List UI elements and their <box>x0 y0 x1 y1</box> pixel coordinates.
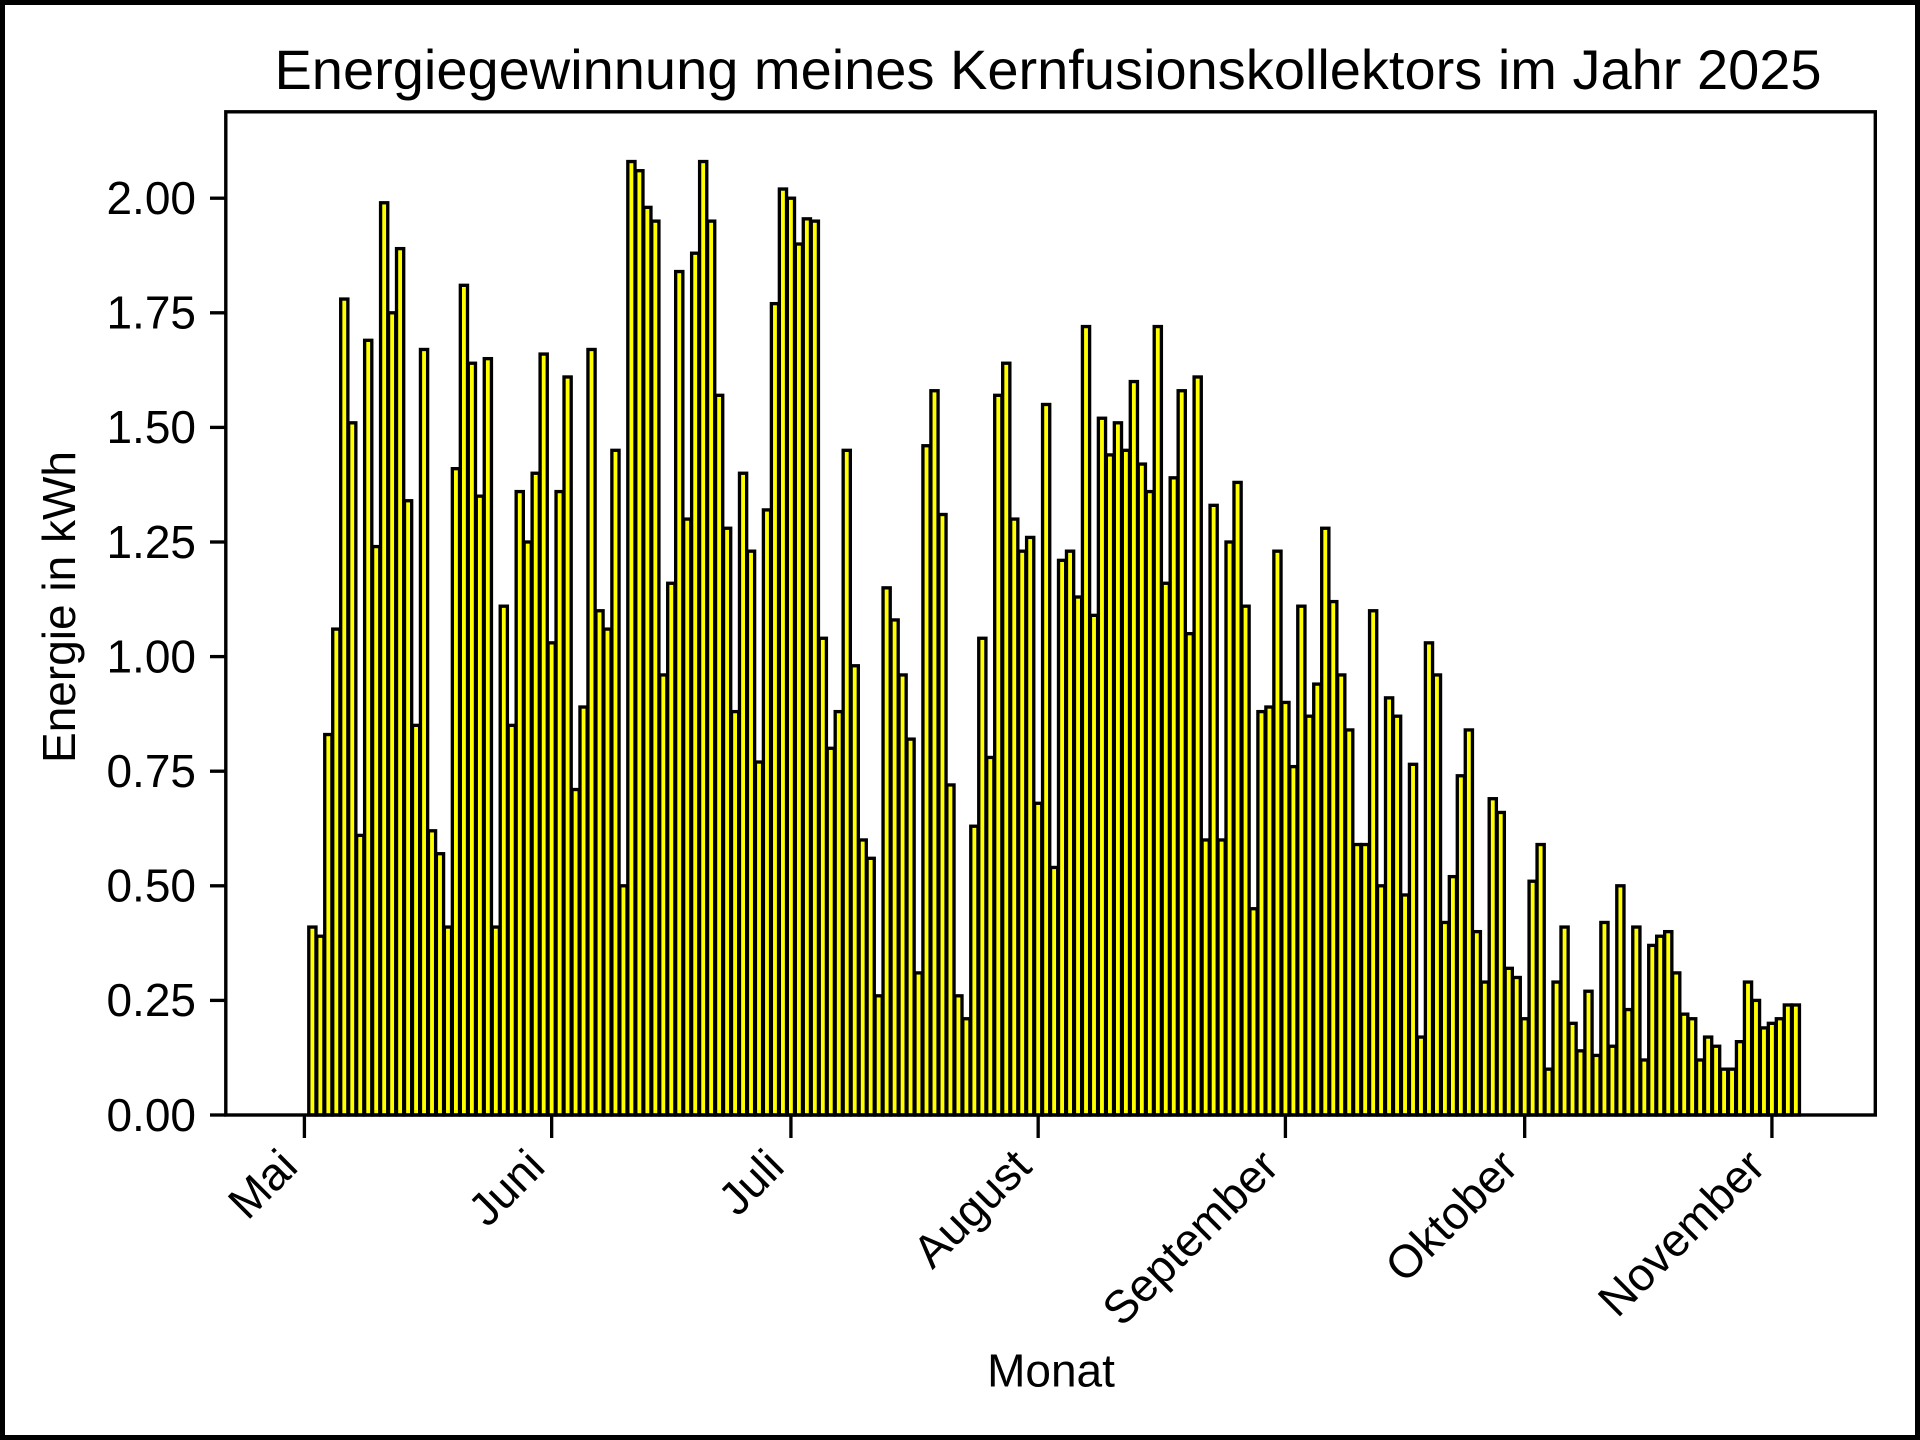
svg-text:2.00: 2.00 <box>106 172 196 224</box>
svg-text:1.00: 1.00 <box>106 630 196 682</box>
svg-text:0.50: 0.50 <box>106 860 196 912</box>
svg-text:1.25: 1.25 <box>106 516 196 568</box>
svg-text:Energie in kWh: Energie in kWh <box>33 451 85 763</box>
svg-text:0.00: 0.00 <box>106 1089 196 1141</box>
svg-text:Energiegewinnung meines Kernfu: Energiegewinnung meines Kernfusionskolle… <box>274 38 1821 101</box>
svg-text:1.75: 1.75 <box>106 287 196 339</box>
svg-text:1.50: 1.50 <box>106 401 196 453</box>
svg-text:0.75: 0.75 <box>106 745 196 797</box>
svg-text:Monat: Monat <box>987 1345 1115 1397</box>
svg-text:0.25: 0.25 <box>106 974 196 1026</box>
